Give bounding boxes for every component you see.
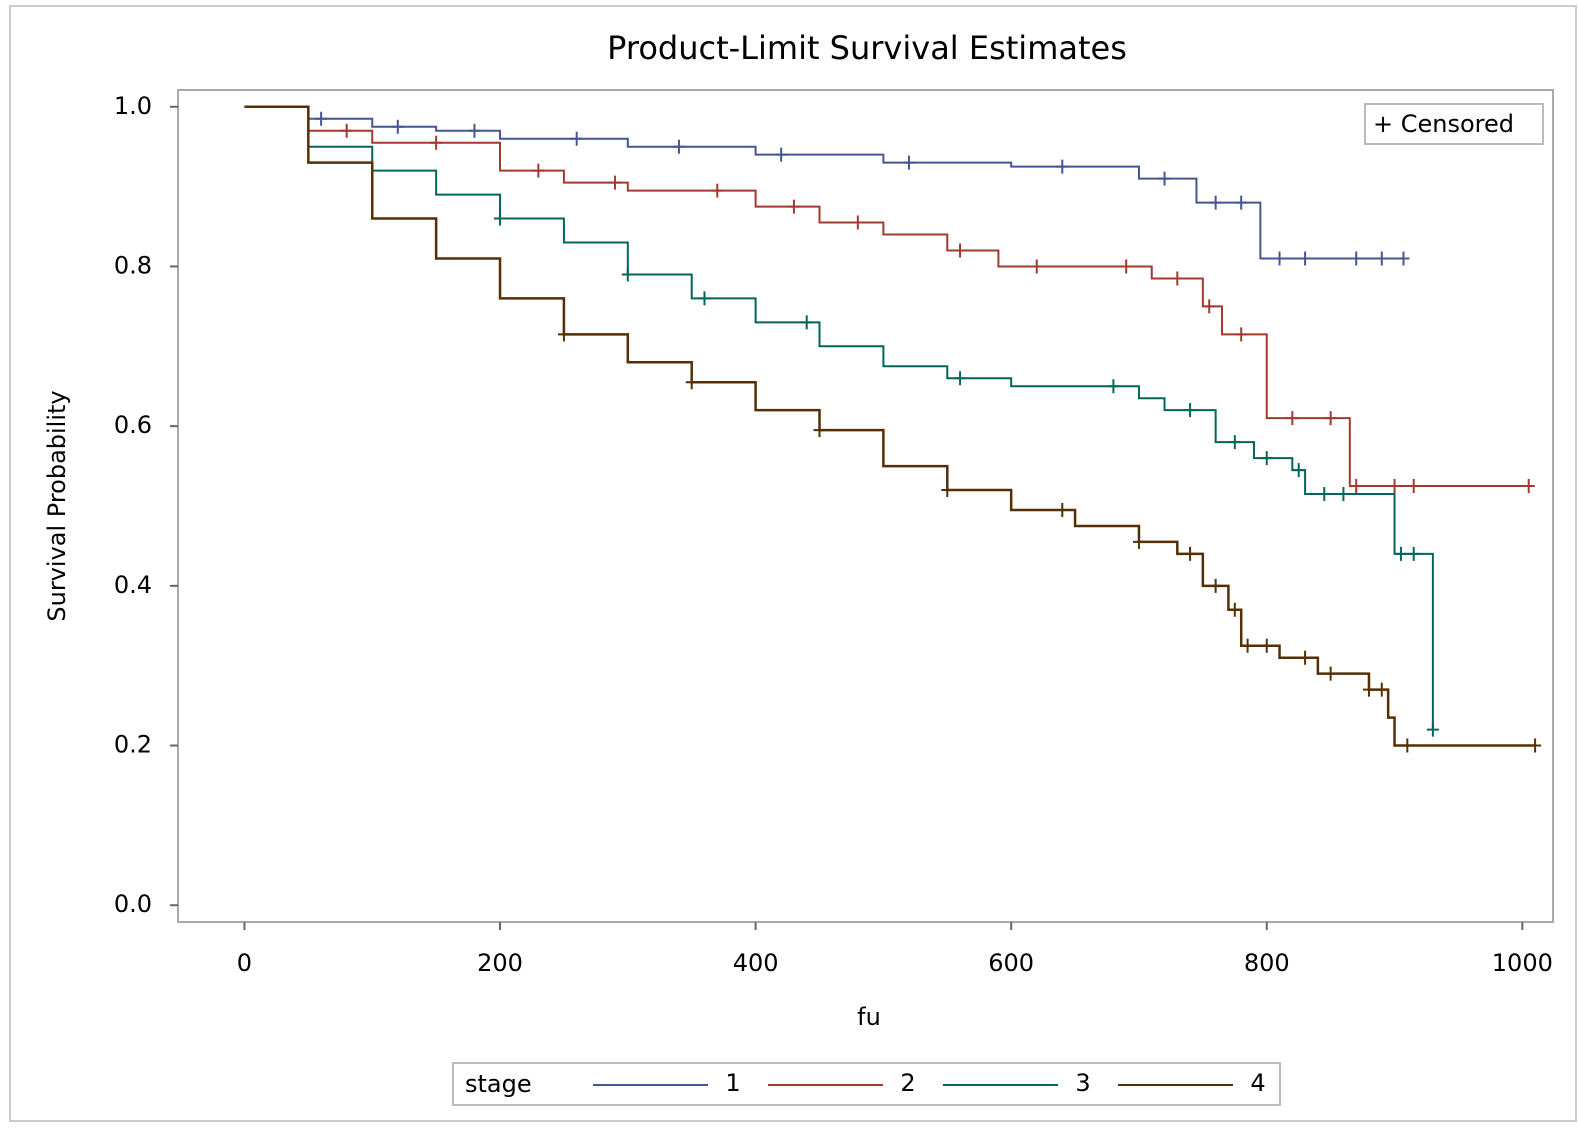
y-tick-label: 0.0 <box>114 890 152 918</box>
censor-mark <box>672 139 685 154</box>
censor-mark <box>1388 479 1401 494</box>
censor-mark <box>1337 487 1350 502</box>
x-tick-label: 1000 <box>1492 949 1553 977</box>
censor-mark <box>1375 251 1388 266</box>
legend-label: 4 <box>1250 1069 1265 1097</box>
censor-mark <box>954 243 967 258</box>
censor-mark <box>1407 546 1420 561</box>
legend-title: stage <box>465 1070 532 1098</box>
x-tick-label: 800 <box>1244 949 1290 977</box>
censor-mark <box>1209 195 1222 210</box>
censor-mark <box>315 111 328 126</box>
censor-mark <box>532 163 545 178</box>
censor-mark <box>698 291 711 306</box>
censor-mark <box>1132 534 1145 549</box>
x-tick-label: 600 <box>988 949 1034 977</box>
censor-mark <box>1299 251 1312 266</box>
censor-mark <box>1350 251 1363 266</box>
censor-mark <box>1228 602 1241 617</box>
censor-mark <box>1184 546 1197 561</box>
y-tick-label: 0.2 <box>114 731 152 759</box>
censor-mark <box>813 423 826 438</box>
censor-mark <box>1056 159 1069 174</box>
censor-mark <box>1203 299 1216 314</box>
censor-mark <box>711 183 724 198</box>
censor-mark <box>1241 638 1254 653</box>
censor-mark <box>1318 487 1331 502</box>
censor-mark <box>954 371 967 386</box>
censor-mark <box>902 155 915 170</box>
censor-mark <box>1120 259 1133 274</box>
chart-title: Product-Limit Survival Estimates <box>607 29 1127 67</box>
censor-mark <box>557 327 570 342</box>
censor-mark <box>468 123 481 138</box>
legend-label: 1 <box>725 1069 740 1097</box>
censor-legend: + Censored <box>1373 110 1514 138</box>
survival-curve <box>244 105 1536 747</box>
censor-mark <box>1299 650 1312 665</box>
censor-mark <box>1107 379 1120 394</box>
censor-mark <box>1286 411 1299 426</box>
censor-mark <box>787 199 800 214</box>
x-tick-label: 400 <box>733 949 779 977</box>
y-axis-label: Survival Probability <box>43 390 71 621</box>
survival-curve <box>244 105 1529 488</box>
censor-mark <box>800 315 813 330</box>
censor-mark <box>570 131 583 146</box>
censor-mark <box>494 211 507 226</box>
survival-curve <box>244 105 1404 260</box>
censor-mark <box>391 119 404 134</box>
censor-mark <box>1324 666 1337 681</box>
censor-mark <box>1158 171 1171 186</box>
censor-mark <box>1397 251 1410 266</box>
x-axis-label: fu <box>857 1003 881 1031</box>
censor-mark <box>685 375 698 390</box>
y-tick-label: 0.4 <box>114 571 152 599</box>
censor-mark <box>1407 479 1420 494</box>
censor-mark <box>1292 463 1305 478</box>
censor-mark <box>1235 327 1248 342</box>
censor-mark <box>1228 435 1241 450</box>
plot-area <box>177 89 1554 923</box>
legend-label: 2 <box>900 1069 915 1097</box>
survival-curve <box>244 105 1434 730</box>
censor-mark <box>1324 411 1337 426</box>
y-tick-label: 0.8 <box>114 251 152 279</box>
censor-mark <box>621 267 634 282</box>
censor-mark <box>609 175 622 190</box>
censor-legend-box <box>1364 103 1544 145</box>
censor-mark <box>1522 479 1535 494</box>
legend-label: 3 <box>1075 1069 1090 1097</box>
censor-mark <box>1235 195 1248 210</box>
censor-mark <box>1529 738 1542 753</box>
censor-mark <box>1056 502 1069 517</box>
y-tick-label: 0.6 <box>114 411 152 439</box>
censor-mark <box>775 147 788 162</box>
censor-mark <box>1209 578 1222 593</box>
censor-mark <box>1273 251 1286 266</box>
censor-mark <box>1171 271 1184 286</box>
censor-mark <box>1030 259 1043 274</box>
censor-mark <box>1260 451 1273 466</box>
x-tick-label: 0 <box>237 949 252 977</box>
censor-mark <box>1362 682 1375 697</box>
censor-mark <box>430 135 443 150</box>
censor-mark <box>1426 722 1439 737</box>
censor-mark <box>941 483 954 498</box>
frame <box>9 5 1577 1122</box>
censor-mark <box>1375 682 1388 697</box>
censor-mark <box>1260 638 1273 653</box>
x-tick-label: 200 <box>477 949 523 977</box>
censor-mark <box>851 215 864 230</box>
censor-mark <box>1184 403 1197 418</box>
censor-mark <box>1350 479 1363 494</box>
y-tick-label: 1.0 <box>114 92 152 120</box>
censor-mark <box>1394 546 1407 561</box>
censor-mark <box>340 123 353 138</box>
censor-mark <box>1401 738 1414 753</box>
